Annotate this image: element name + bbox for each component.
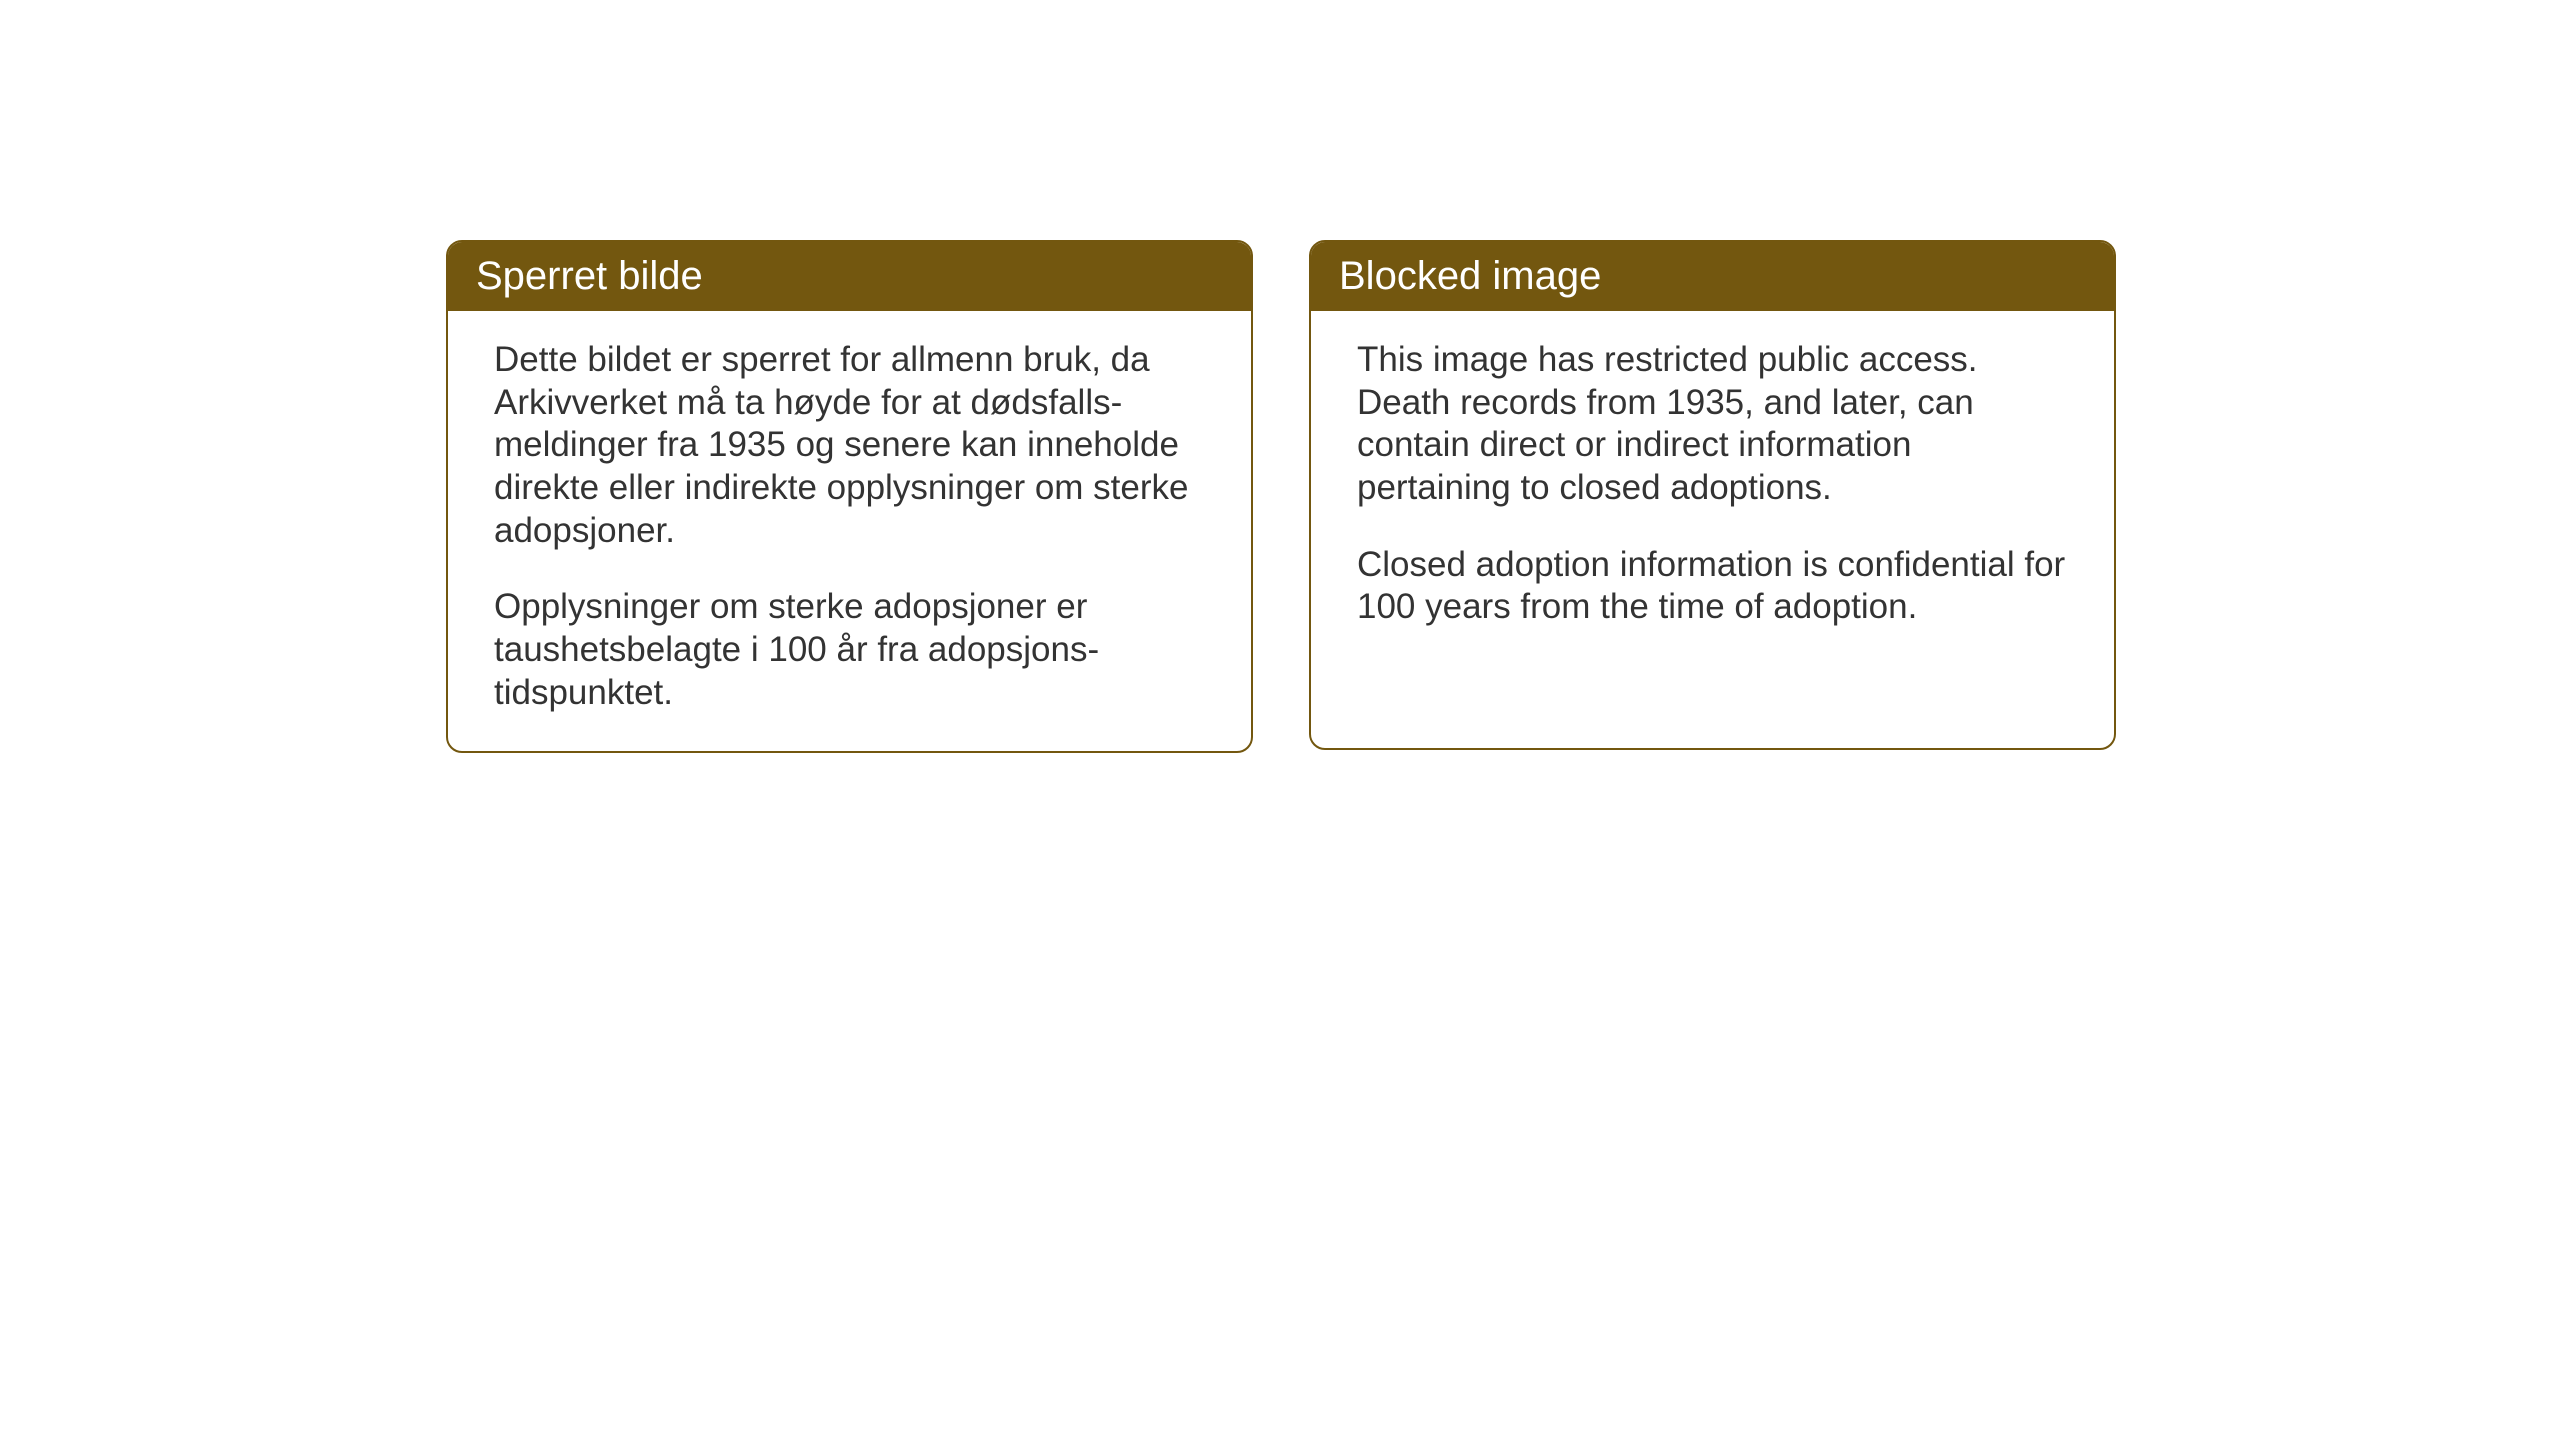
notice-card-norwegian: Sperret bilde Dette bildet er sperret fo… [446, 240, 1253, 753]
notice-cards-container: Sperret bilde Dette bildet er sperret fo… [446, 240, 2116, 753]
card-title-norwegian: Sperret bilde [476, 254, 703, 298]
card-header-norwegian: Sperret bilde [448, 242, 1251, 311]
card-body-norwegian: Dette bildet er sperret for allmenn bruk… [448, 311, 1251, 751]
card-paragraph-1-norwegian: Dette bildet er sperret for allmenn bruk… [494, 339, 1205, 552]
notice-card-english: Blocked image This image has restricted … [1309, 240, 2116, 750]
card-title-english: Blocked image [1339, 254, 1601, 298]
card-paragraph-1-english: This image has restricted public access.… [1357, 339, 2068, 510]
card-body-english: This image has restricted public access.… [1311, 311, 2114, 665]
card-paragraph-2-norwegian: Opplysninger om sterke adopsjoner er tau… [494, 586, 1205, 714]
card-paragraph-2-english: Closed adoption information is confident… [1357, 544, 2068, 629]
card-header-english: Blocked image [1311, 242, 2114, 311]
